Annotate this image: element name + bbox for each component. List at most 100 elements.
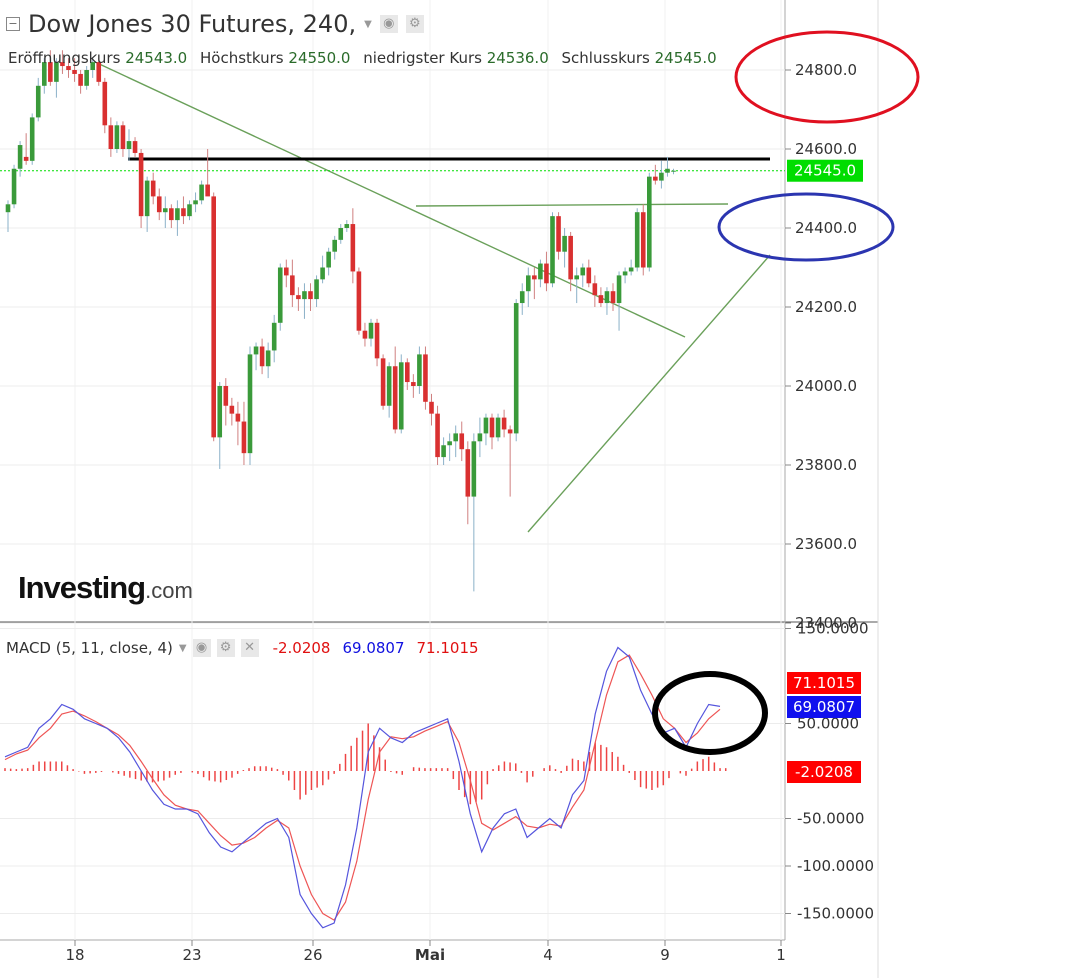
candle-body: [326, 251, 331, 268]
candle: [374, 318, 380, 367]
candle-body: [616, 275, 622, 304]
collapse-icon[interactable]: −: [6, 17, 20, 31]
candle: [217, 382, 223, 469]
candle-body: [659, 172, 664, 181]
candle-body: [429, 401, 434, 414]
candle: [562, 228, 567, 268]
candle: [453, 425, 458, 458]
gear-icon[interactable]: ⚙: [405, 15, 424, 33]
candle-body: [459, 433, 465, 450]
chevron-down-icon[interactable]: ▼: [364, 18, 372, 30]
candle: [338, 224, 344, 244]
candle-body: [447, 441, 452, 446]
close-icon[interactable]: ✕: [240, 639, 259, 657]
candle: [616, 271, 622, 331]
eye-icon[interactable]: ◉: [192, 639, 211, 657]
candle: [150, 172, 156, 205]
candle: [102, 77, 108, 134]
candle: [507, 425, 513, 497]
candle: [48, 50, 53, 86]
annotation-circles: [652, 30, 920, 755]
macd-tag: [787, 696, 861, 718]
macd-label: MACD (5, 11, close, 4): [6, 639, 173, 657]
ohlc-low-label: niedrigster Kurs: [363, 49, 482, 67]
candle-body: [271, 322, 277, 351]
macd-value: 69.0807: [342, 639, 405, 657]
gear-icon[interactable]: ⚙: [216, 639, 235, 657]
candle: [653, 164, 658, 185]
candle: [60, 50, 65, 74]
candle-body: [132, 141, 138, 153]
candle: [513, 299, 519, 442]
candle-body: [398, 362, 404, 430]
candle: [193, 192, 198, 213]
last-price-tag: [787, 159, 863, 182]
candle-body: [253, 346, 259, 355]
candle-body: [344, 224, 350, 228]
candle: [610, 283, 616, 311]
candle: [187, 200, 192, 221]
candle-body: [42, 62, 47, 86]
candle: [11, 164, 17, 209]
candle-body: [102, 81, 108, 126]
candle-body: [374, 322, 380, 359]
candle-body: [507, 429, 513, 434]
candle-body: [477, 433, 483, 442]
candle-body: [489, 417, 495, 438]
candle: [380, 354, 386, 410]
candle-body: [29, 117, 35, 161]
macd-signal-value: 71.1015: [416, 639, 479, 657]
candle: [54, 58, 59, 98]
candle-body: [296, 295, 301, 300]
chevron-down-icon[interactable]: ▼: [178, 642, 187, 654]
candle-body: [284, 267, 289, 276]
candle: [144, 176, 150, 232]
candle: [235, 401, 241, 446]
candle: [265, 342, 271, 379]
candle: [35, 77, 41, 122]
candle: [42, 58, 47, 94]
y-tick-label: 23800.0: [795, 456, 857, 474]
candle-body: [241, 421, 247, 454]
candle-body: [647, 176, 652, 268]
candle: [199, 180, 204, 205]
candle: [598, 287, 604, 307]
candle-body: [405, 362, 410, 383]
candle-body: [368, 322, 374, 339]
candle-body: [604, 291, 610, 304]
candle-body: [181, 208, 186, 217]
candle-body: [332, 239, 337, 252]
ohlc-high-label: Höchstkurs: [200, 49, 284, 67]
signal-tag-label: 71.1015: [793, 674, 855, 692]
ohlc-readout: Eröffnungskurs 24543.0 Höchstkurs 24550.…: [8, 49, 725, 67]
candle-body: [120, 125, 126, 149]
macd-histogram: [4, 723, 727, 805]
eye-icon[interactable]: ◉: [379, 15, 398, 33]
candle-body: [501, 417, 507, 430]
candle: [247, 346, 253, 465]
candle: [126, 129, 132, 161]
macd-line: [4, 646, 721, 929]
candle-body: [392, 366, 398, 430]
candle-body: [78, 73, 83, 86]
candle: [205, 149, 210, 197]
candle-body: [35, 85, 41, 118]
neckline: [415, 203, 729, 207]
candle-body: [519, 291, 525, 304]
hist-tag: [787, 761, 861, 783]
candle-body: [290, 275, 295, 296]
hist-tag-label: -2.0208: [795, 763, 853, 781]
candle-body: [48, 62, 53, 82]
up-trendline: [527, 254, 771, 533]
candle-body: [556, 216, 561, 252]
macd-y-tick-label: 150.0000: [797, 620, 869, 638]
candle: [501, 409, 507, 438]
candle-body: [665, 168, 670, 173]
candle: [465, 441, 471, 525]
candle-body: [532, 275, 537, 280]
candle-body: [156, 196, 162, 213]
candle-body: [338, 228, 344, 240]
candles: [5, 50, 676, 592]
candle: [290, 259, 295, 307]
